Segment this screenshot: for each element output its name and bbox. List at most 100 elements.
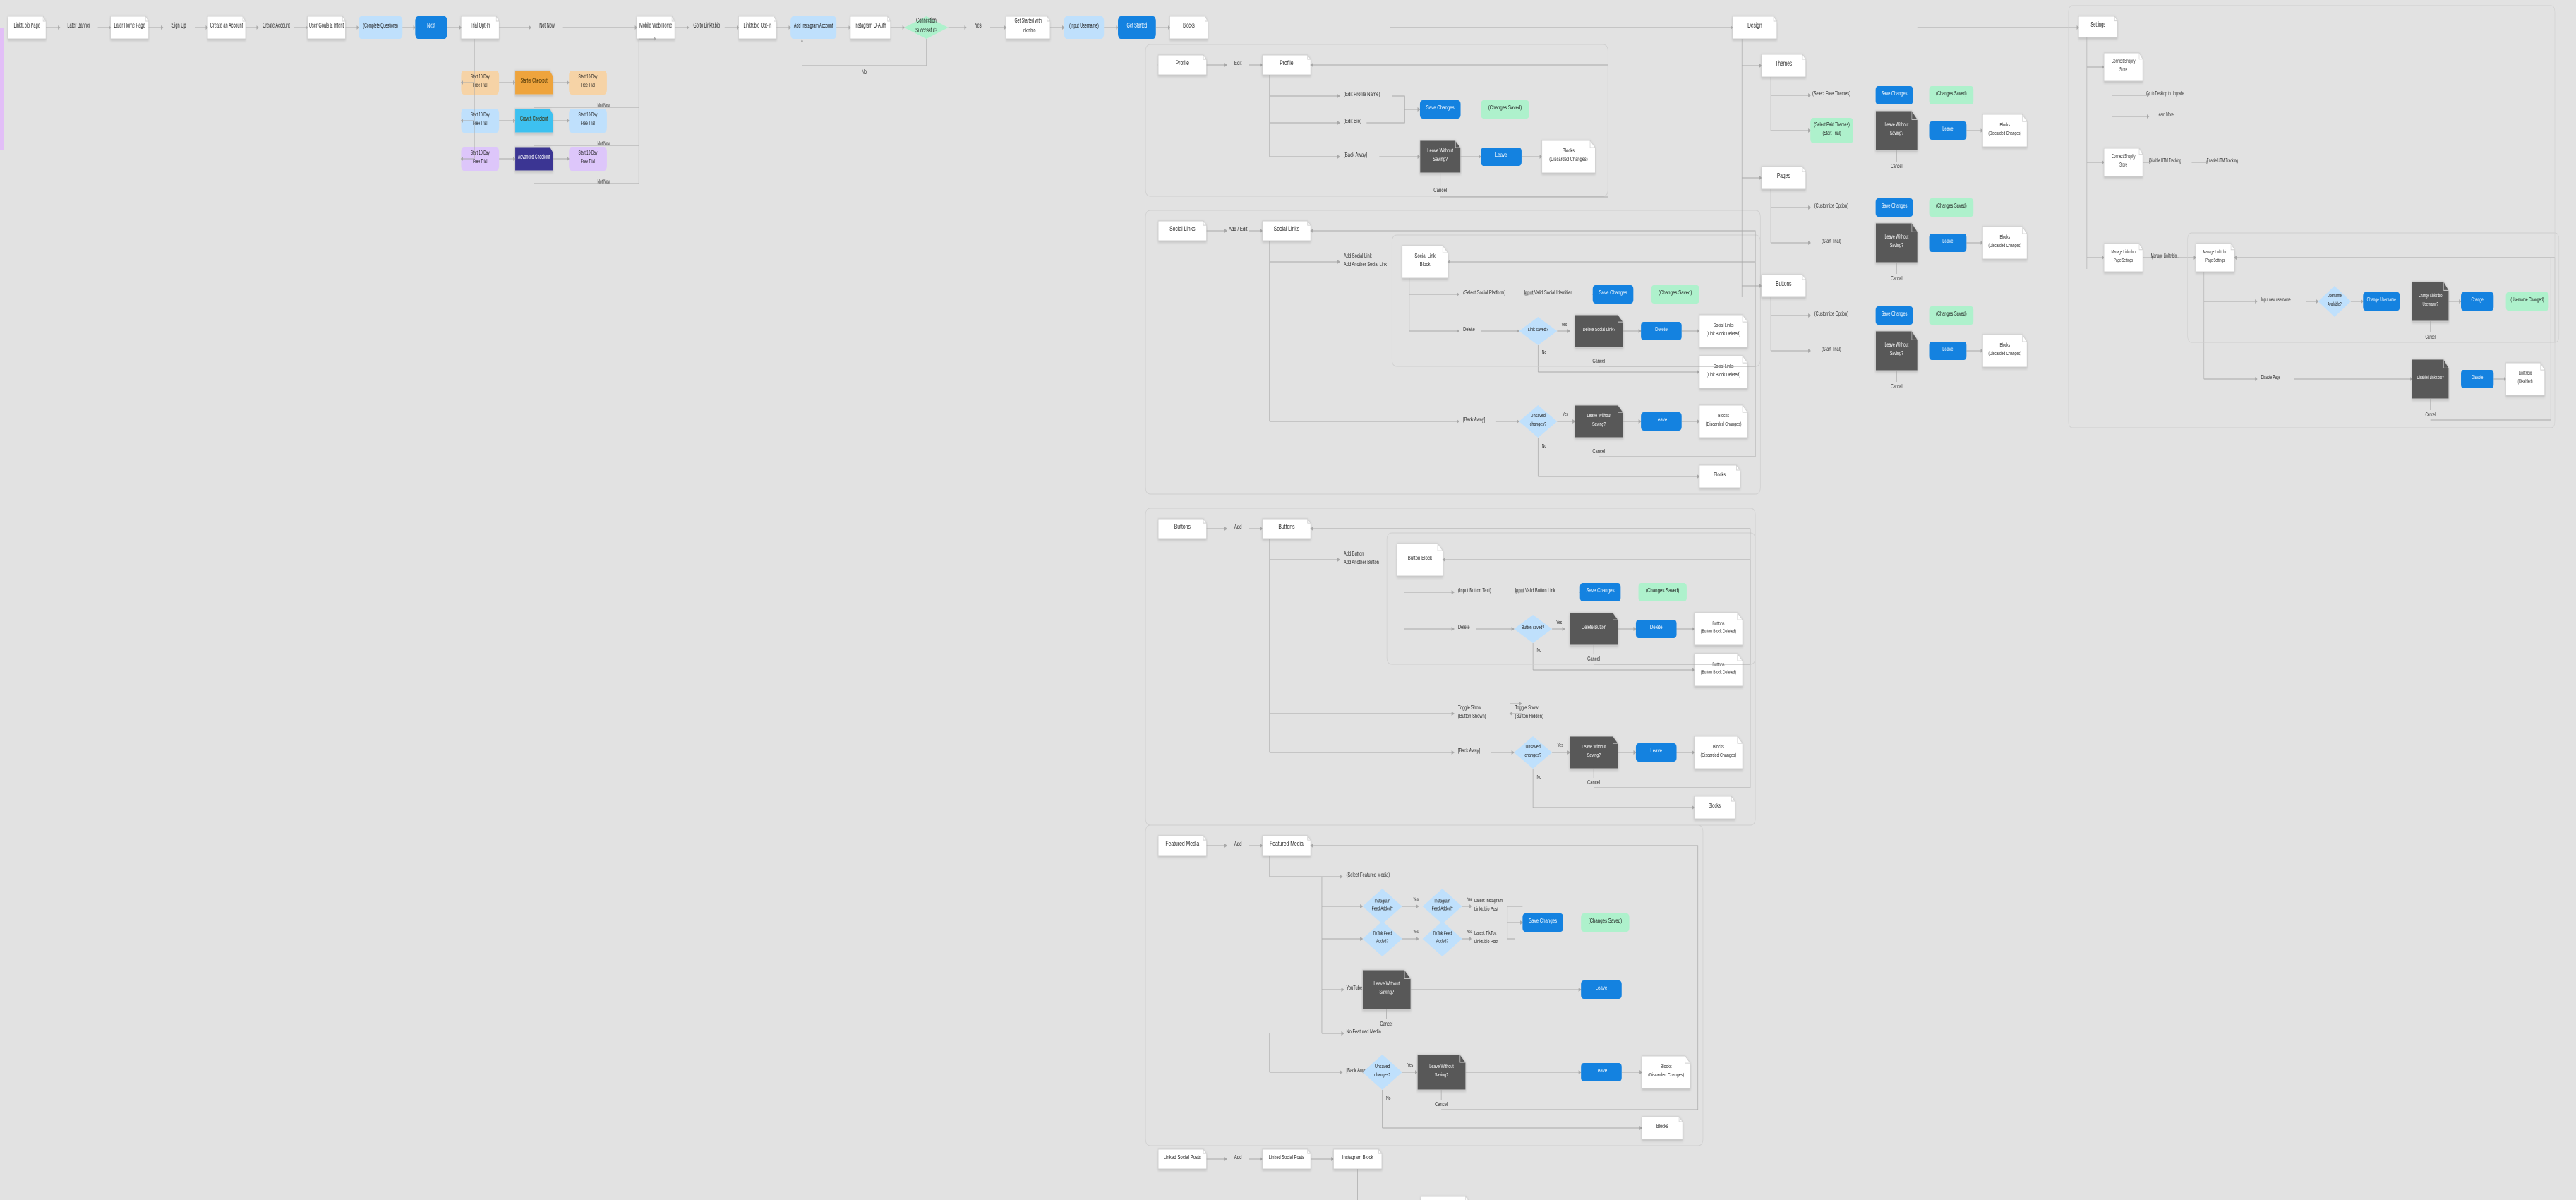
svg-text:Blocks: Blocks xyxy=(1999,342,2010,348)
svg-text:(Button Block Deleted): (Button Block Deleted) xyxy=(1701,670,1736,676)
svg-text:Growth Checkout: Growth Checkout xyxy=(520,114,548,122)
svg-text:Blocks: Blocks xyxy=(1183,21,1195,29)
svg-text:Instagram: Instagram xyxy=(1434,899,1450,904)
svg-text:Unsaved: Unsaved xyxy=(1375,1064,1390,1069)
svg-text:Profile: Profile xyxy=(1280,59,1294,66)
svg-text:Settings: Settings xyxy=(2090,20,2105,28)
svg-text:(Discarded Changes): (Discarded Changes) xyxy=(1988,243,2021,248)
svg-text:(Link Block Deleted): (Link Block Deleted) xyxy=(1707,331,1740,337)
svg-text:(Changes Saved): (Changes Saved) xyxy=(1589,917,1623,924)
svg-text:(Changes Saved): (Changes Saved) xyxy=(1936,90,1967,97)
svg-text:Get Started: Get Started xyxy=(1126,21,1147,29)
svg-text:Input new username: Input new username xyxy=(2261,297,2291,304)
svg-text:Linked Social Posts: Linked Social Posts xyxy=(1164,1153,1202,1160)
svg-text:Input Valid Button Link: Input Valid Button Link xyxy=(1515,588,1556,594)
svg-text:Yes: Yes xyxy=(1556,620,1562,625)
svg-text:Starter Checkout: Starter Checkout xyxy=(521,76,548,84)
svg-text:(Link Block Deleted): (Link Block Deleted) xyxy=(1707,372,1740,378)
svg-text:Free Trial: Free Trial xyxy=(581,121,596,127)
svg-text:Saving?: Saving? xyxy=(1890,351,1903,356)
svg-text:(Changes Saved): (Changes Saved) xyxy=(1488,104,1522,111)
svg-text:Disable Page: Disable Page xyxy=(2261,375,2281,381)
svg-text:Latest TikTok: Latest TikTok xyxy=(1474,930,1497,936)
svg-text:Add: Add xyxy=(1234,1153,1242,1160)
svg-text:Change Linktr.bio: Change Linktr.bio xyxy=(2419,293,2443,299)
svg-text:Free Trial: Free Trial xyxy=(581,83,596,89)
svg-text:Saving?: Saving? xyxy=(1890,243,1903,248)
svg-text:Free Trial: Free Trial xyxy=(473,159,488,165)
svg-text:Connect Shopify: Connect Shopify xyxy=(2112,154,2136,160)
svg-text:Not Now: Not Now xyxy=(597,179,610,186)
svg-text:Yes: Yes xyxy=(1558,743,1563,748)
svg-text:(Changes Saved): (Changes Saved) xyxy=(1659,289,1692,296)
svg-text:(Discarded Changes): (Discarded Changes) xyxy=(1988,131,2021,136)
svg-text:Linktr.bio: Linktr.bio xyxy=(1021,26,1035,34)
svg-text:Start 10-Day: Start 10-Day xyxy=(471,150,490,157)
svg-text:Button saved?: Button saved? xyxy=(1522,625,1545,630)
svg-text:No: No xyxy=(1537,647,1542,653)
svg-text:Cancel: Cancel xyxy=(1587,656,1600,662)
svg-text:No: No xyxy=(1386,1096,1391,1101)
svg-text:Button Block: Button Block xyxy=(1408,554,1433,561)
svg-text:Store: Store xyxy=(2119,67,2127,73)
svg-text:TikTok Feed: TikTok Feed xyxy=(1373,931,1392,937)
svg-text:Manage Linktr.bio: Manage Linktr.bio xyxy=(2203,249,2228,256)
svg-text:Page Settings: Page Settings xyxy=(2205,258,2225,264)
svg-text:Leave: Leave xyxy=(1942,125,1953,133)
svg-text:Blocks: Blocks xyxy=(1999,234,2010,240)
svg-text:Saving?: Saving? xyxy=(1379,990,1394,995)
svg-text:Go to Linktr.bio: Go to Linktr.bio xyxy=(693,21,720,29)
svg-text:Buttons: Buttons xyxy=(1278,523,1294,530)
svg-text:Add: Add xyxy=(1234,840,1242,847)
svg-text:Pages: Pages xyxy=(1777,172,1790,180)
svg-text:Cancel: Cancel xyxy=(1435,1102,1448,1108)
svg-text:Toggle Show: Toggle Show xyxy=(1515,705,1539,711)
svg-text:Linktr.bio: Linktr.bio xyxy=(2519,371,2532,377)
svg-text:(Disabled): (Disabled) xyxy=(2518,379,2533,385)
svg-text:Social Links: Social Links xyxy=(1169,225,1195,232)
svg-text:(Discarded Changes): (Discarded Changes) xyxy=(1648,1072,1684,1078)
svg-text:Linktr.bio Page: Linktr.bio Page xyxy=(14,21,41,29)
svg-text:Unsaved: Unsaved xyxy=(1531,413,1546,419)
svg-text:Change: Change xyxy=(2472,297,2484,304)
svg-text:Design: Design xyxy=(1747,21,1762,30)
svg-text:Blocks: Blocks xyxy=(1718,413,1729,419)
svg-text:Start 10-Day: Start 10-Day xyxy=(579,150,598,157)
svg-text:Cancel: Cancel xyxy=(1587,780,1600,786)
svg-text:Delete Button: Delete Button xyxy=(1582,625,1606,630)
svg-text:Saving?: Saving? xyxy=(1890,131,1903,136)
svg-text:No: No xyxy=(1537,774,1542,780)
svg-text:Yes: Yes xyxy=(1563,412,1568,417)
svg-text:Start 10-Day: Start 10-Day xyxy=(579,74,598,80)
svg-text:Leave Without: Leave Without xyxy=(1587,413,1611,419)
svg-text:(Select Paid Themes): (Select Paid Themes) xyxy=(1814,122,1850,128)
svg-text:Username: Username xyxy=(2328,293,2342,299)
svg-text:Page Settings: Page Settings xyxy=(2114,258,2133,264)
svg-text:No: No xyxy=(862,68,867,76)
svg-text:Cancel: Cancel xyxy=(1433,186,1447,193)
svg-text:Not Now: Not Now xyxy=(539,21,555,29)
svg-text:Successful?: Successful? xyxy=(915,26,937,34)
svg-text:Manage Linktr.bio: Manage Linktr.bio xyxy=(2112,249,2136,256)
svg-text:Profile: Profile xyxy=(1176,59,1190,66)
svg-text:[Back Away]: [Back Away] xyxy=(1458,748,1480,754)
svg-text:Delete Social Link?: Delete Social Link? xyxy=(1583,327,1615,332)
svg-text:Create Account: Create Account xyxy=(263,21,290,29)
svg-text:Save Changes: Save Changes xyxy=(1426,104,1455,111)
svg-text:(Input Button Text): (Input Button Text) xyxy=(1458,588,1491,594)
svg-text:Connection: Connection xyxy=(916,16,937,24)
svg-text:Delete: Delete xyxy=(1655,325,1668,332)
svg-text:Added?: Added? xyxy=(1436,939,1449,944)
svg-text:Leave: Leave xyxy=(1942,345,1953,353)
svg-text:Cancel: Cancel xyxy=(1592,449,1605,455)
svg-text:Later Banner: Later Banner xyxy=(67,21,90,29)
svg-text:Leave Without: Leave Without xyxy=(1427,148,1453,154)
svg-text:Input Valid Social Identifier: Input Valid Social Identifier xyxy=(1524,290,1572,296)
svg-text:(Edit Bio): (Edit Bio) xyxy=(1344,117,1361,124)
svg-text:Edit: Edit xyxy=(1234,59,1242,66)
svg-text:Available?: Available? xyxy=(2328,301,2342,308)
svg-text:(Discarded Changes): (Discarded Changes) xyxy=(1988,351,2021,356)
svg-text:changes?: changes? xyxy=(1374,1072,1391,1078)
svg-text:Save Changes: Save Changes xyxy=(1599,289,1627,296)
svg-text:Instagram: Instagram xyxy=(1374,899,1390,904)
